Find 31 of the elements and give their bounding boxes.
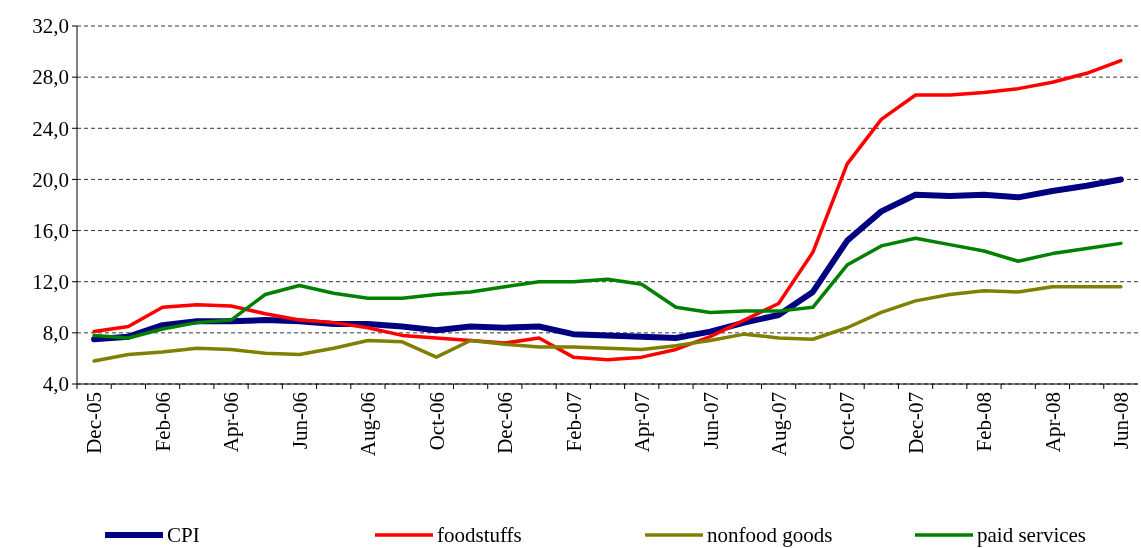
line-series xyxy=(92,58,1123,362)
y-tick-label: 12,0 xyxy=(32,270,69,295)
x-tick-label: Feb-07 xyxy=(561,392,586,452)
y-tick-label: 8,0 xyxy=(42,321,69,346)
x-tick-label: Aug-06 xyxy=(356,392,381,457)
line-series xyxy=(92,285,1123,363)
x-tick-label: Oct-06 xyxy=(424,392,449,451)
x-tick-label: Dec-06 xyxy=(493,392,518,454)
y-tick-label: 28,0 xyxy=(32,65,69,90)
x-tick-label: Feb-08 xyxy=(972,392,997,452)
y-tick-label: 20,0 xyxy=(32,167,69,192)
x-tick-label: Aug-07 xyxy=(766,392,791,457)
x-tick-label: Jun-06 xyxy=(287,392,312,450)
x-tick-label: Jun-08 xyxy=(1109,392,1134,450)
x-tick-label: Jun-07 xyxy=(698,392,723,450)
legend-label: paid services xyxy=(977,523,1087,548)
legend-label: CPI xyxy=(167,523,200,548)
y-tick-label: 24,0 xyxy=(32,116,69,141)
x-tick-label: Dec-07 xyxy=(903,392,928,454)
y-tick-label: 32,0 xyxy=(32,14,69,39)
x-tick-label: Apr-07 xyxy=(630,392,655,453)
legend-label: nonfood goods xyxy=(707,523,833,548)
y-tick-label: 4,0 xyxy=(42,372,69,397)
x-tick-label: Feb-06 xyxy=(150,392,175,452)
x-tick-label: Apr-06 xyxy=(219,392,244,453)
x-tick-label: Dec-05 xyxy=(82,392,107,454)
y-tick-label: 16,0 xyxy=(32,218,69,243)
x-tick-label: Apr-08 xyxy=(1040,392,1065,453)
line-series xyxy=(92,236,1123,340)
x-tick-label: Oct-07 xyxy=(835,392,860,451)
legend-label: foodstuffs xyxy=(437,523,522,548)
